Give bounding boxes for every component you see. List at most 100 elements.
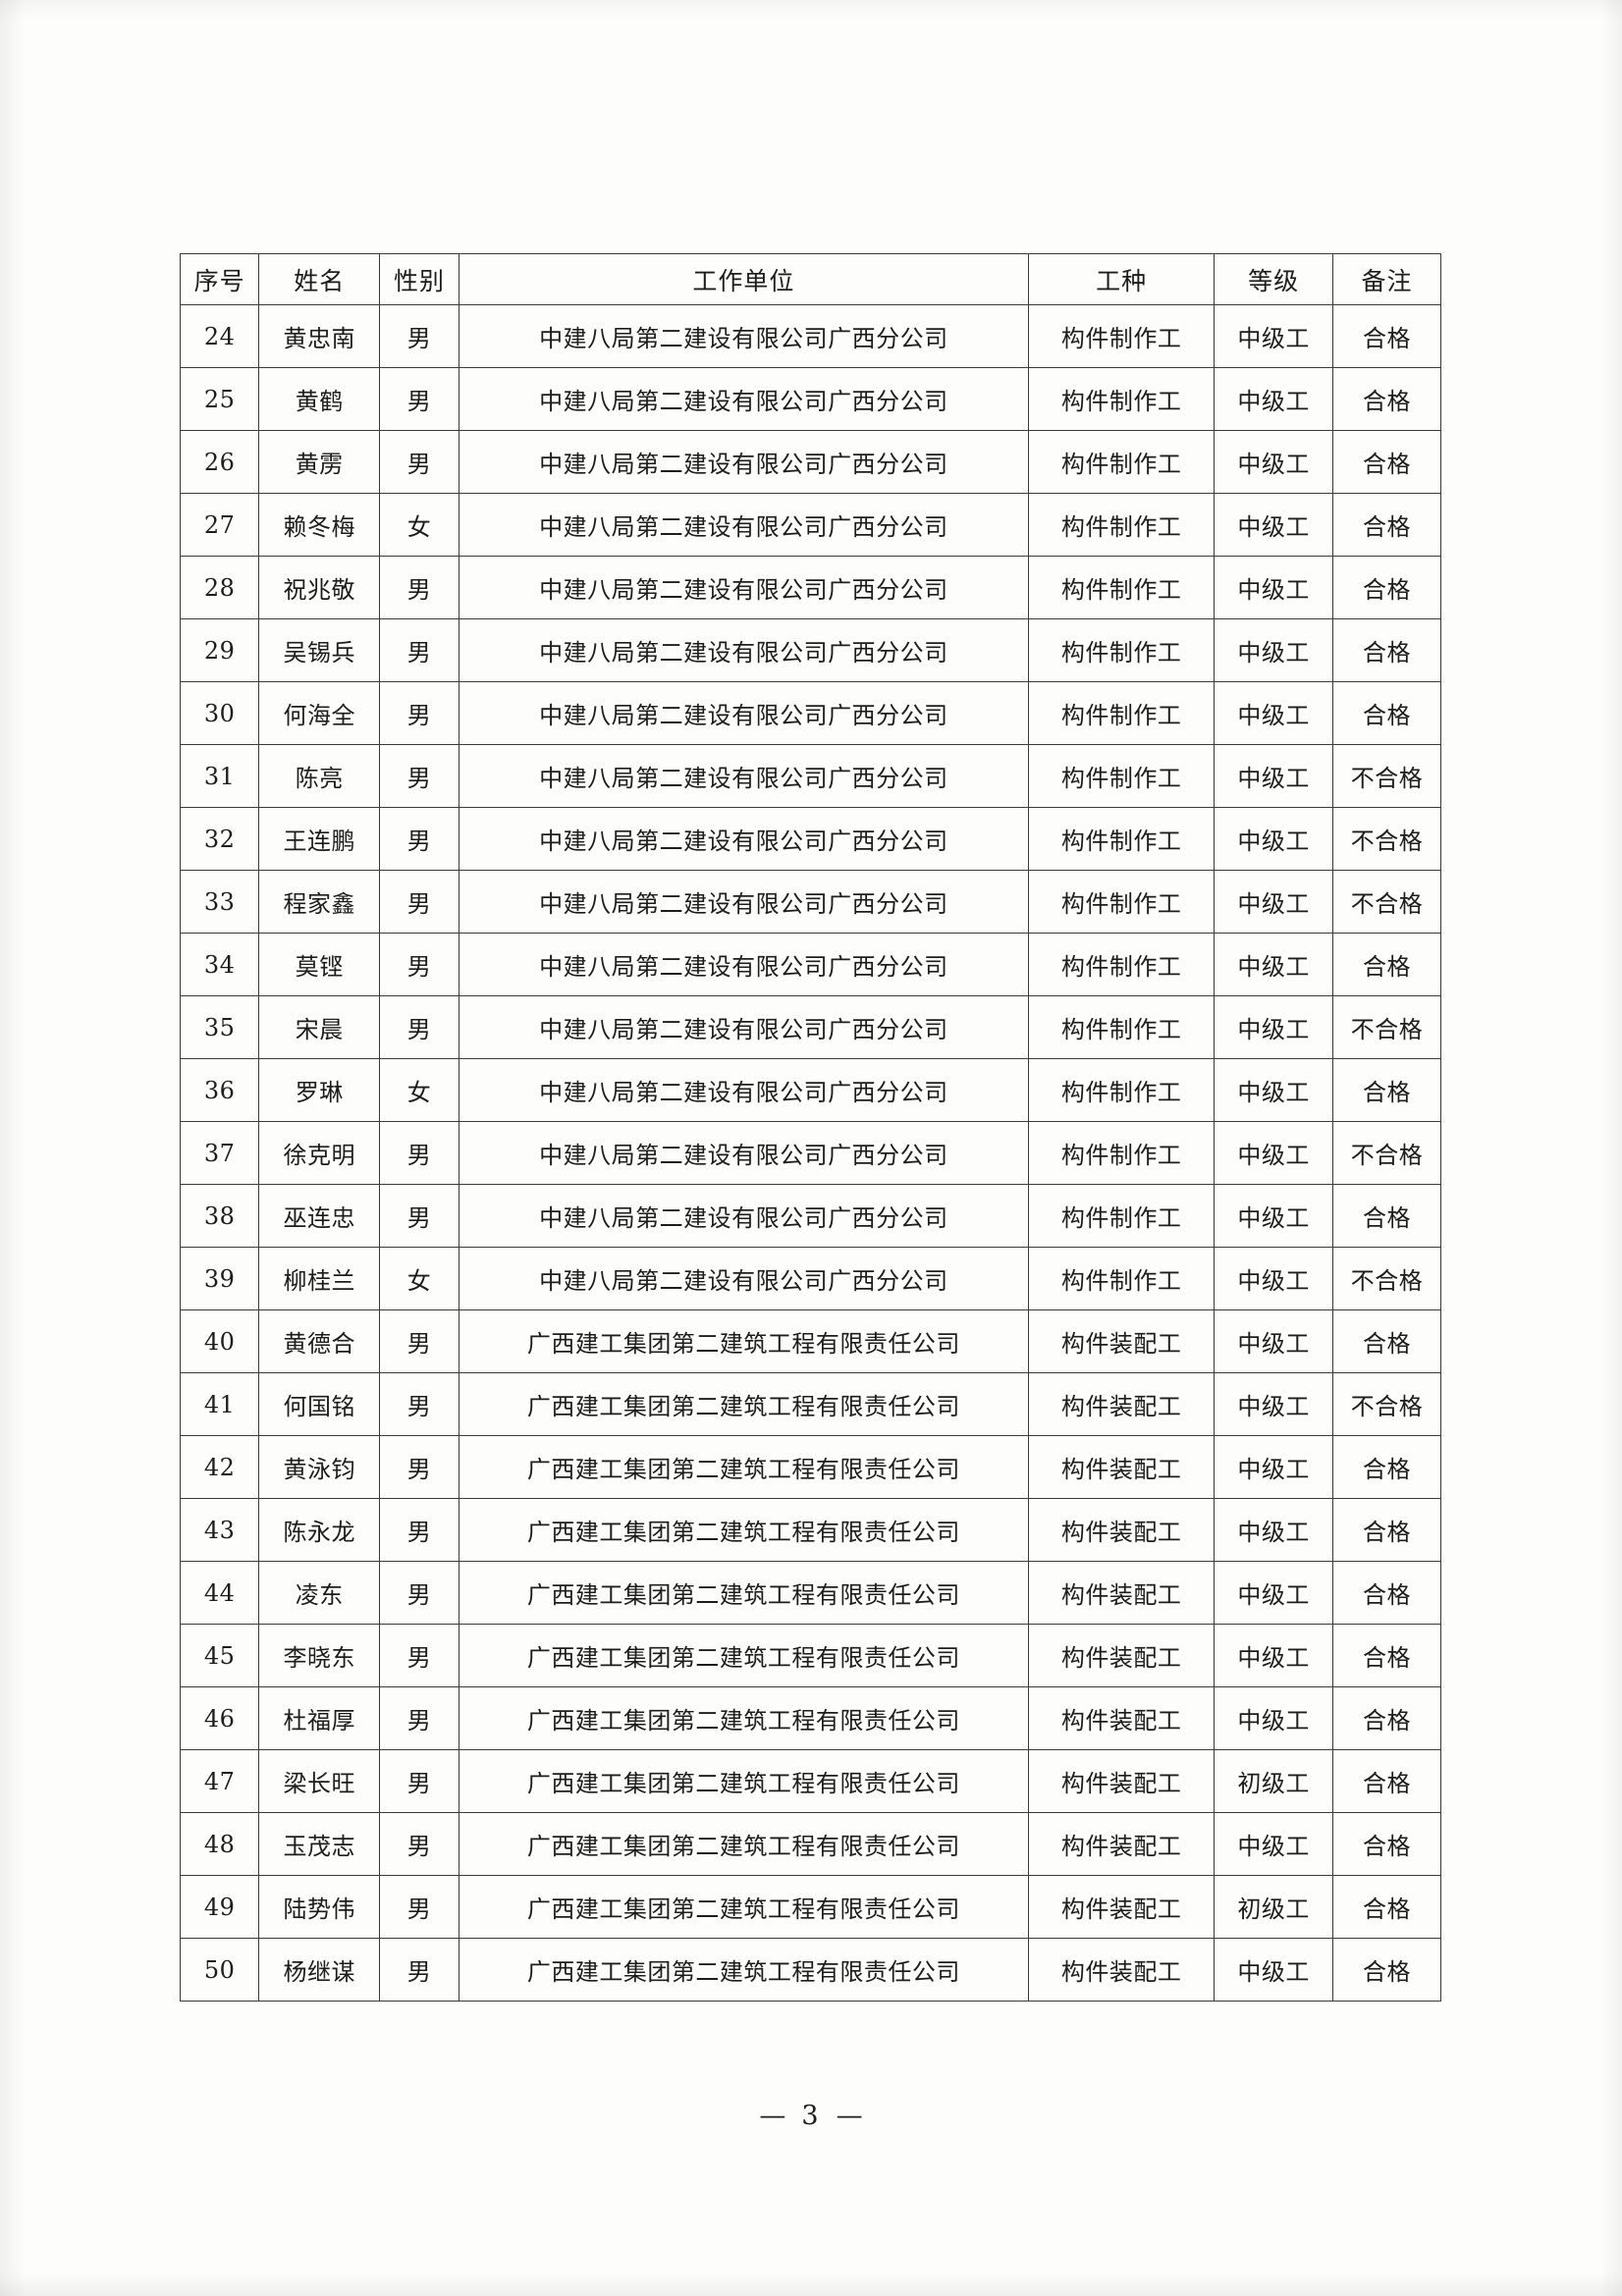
table-row: 38 巫连忠男中建八局第二建设有限公司广西分公司 构件制作工 中级工 合格 [179, 1184, 1441, 1248]
cell-seq: 47 [179, 1749, 260, 1813]
cell-unit: 广西建工集团第二建筑工程有限责任公司 [458, 1749, 1030, 1813]
cell-unit: 广西建工集团第二建筑工程有限责任公司 [458, 1875, 1030, 1939]
cell-unit: 广西建工集团第二建筑工程有限责任公司 [458, 1372, 1030, 1436]
cell-note: 不合格 [1332, 1372, 1441, 1436]
cell-level: 中级工 [1214, 995, 1334, 1059]
cell-sex: 男 [379, 367, 460, 431]
cell-name: 赖冬梅 [258, 493, 381, 557]
cell-note: 不合格 [1332, 870, 1441, 934]
cell-level: 中级工 [1214, 1686, 1334, 1750]
cell-name: 何国铭 [258, 1372, 381, 1436]
cell-type: 构件装配工 [1028, 1938, 1216, 2002]
page-number: 3 [801, 2101, 821, 2131]
cell-note: 合格 [1332, 430, 1441, 494]
table-row: 35 宋晨男中建八局第二建设有限公司广西分公司 构件制作工 中级工 不合格 [179, 995, 1441, 1059]
certification-roster-table: 序号 姓名 性别 工作单位 工种 等级 备注 24 黄忠南男中建八局第二建设有限公司广西分公司… [179, 253, 1441, 2002]
table-row: 48 玉茂志男广西建工集团第二建筑工程有限责任公司 构件装配工 中级工 合格 [179, 1812, 1441, 1876]
cell-type: 构件装配工 [1028, 1875, 1216, 1939]
cell-seq: 28 [179, 556, 260, 619]
cell-unit: 中建八局第二建设有限公司广西分公司 [458, 995, 1030, 1059]
cell-seq: 36 [179, 1058, 260, 1122]
cell-sex: 女 [379, 493, 460, 557]
cell-unit: 中建八局第二建设有限公司广西分公司 [458, 493, 1030, 557]
table-row: 37 徐克明男中建八局第二建设有限公司广西分公司 构件制作工 中级工 不合格 [179, 1121, 1441, 1185]
table-row: 44 凌东男广西建工集团第二建筑工程有限责任公司 构件装配工 中级工 合格 [179, 1561, 1441, 1625]
cell-note: 不合格 [1332, 995, 1441, 1059]
cell-level: 中级工 [1214, 1561, 1334, 1625]
table-row: 46 杜福厚男广西建工集团第二建筑工程有限责任公司 构件装配工 中级工 合格 [179, 1686, 1441, 1750]
cell-type: 构件制作工 [1028, 1058, 1216, 1122]
cell-sex: 男 [379, 1309, 460, 1373]
cell-name: 杨继谋 [258, 1938, 381, 2002]
cell-seq: 48 [179, 1812, 260, 1876]
cell-level: 中级工 [1214, 1435, 1334, 1499]
cell-note: 合格 [1332, 304, 1441, 368]
cell-note: 合格 [1332, 1875, 1441, 1939]
cell-level: 中级工 [1214, 1624, 1334, 1687]
cell-sex: 男 [379, 1749, 460, 1813]
table-row: 42 黄泳钧男广西建工集团第二建筑工程有限责任公司 构件装配工 中级工 合格 [179, 1435, 1441, 1499]
cell-type: 构件制作工 [1028, 1184, 1216, 1248]
table-row: 31 陈亮男中建八局第二建设有限公司广西分公司 构件制作工 中级工 不合格 [179, 744, 1441, 808]
cell-level: 中级工 [1214, 556, 1334, 619]
cell-sex: 男 [379, 1624, 460, 1687]
cell-name: 柳桂兰 [258, 1247, 381, 1310]
cell-note: 合格 [1332, 1184, 1441, 1248]
cell-sex: 男 [379, 1121, 460, 1185]
cell-type: 构件装配工 [1028, 1498, 1216, 1562]
cell-unit: 广西建工集团第二建筑工程有限责任公司 [458, 1309, 1030, 1373]
cell-name: 玉茂志 [258, 1812, 381, 1876]
cell-sex: 女 [379, 1247, 460, 1310]
cell-level: 中级工 [1214, 1812, 1334, 1876]
cell-level: 中级工 [1214, 807, 1334, 871]
column-header-level: 等级 [1214, 253, 1334, 305]
cell-unit: 中建八局第二建设有限公司广西分公司 [458, 933, 1030, 996]
column-header-name: 姓名 [258, 253, 381, 305]
cell-note: 合格 [1332, 493, 1441, 557]
column-header-type: 工种 [1028, 253, 1216, 305]
cell-seq: 41 [179, 1372, 260, 1436]
cell-sex: 男 [379, 1686, 460, 1750]
cell-unit: 中建八局第二建设有限公司广西分公司 [458, 304, 1030, 368]
cell-seq: 30 [179, 681, 260, 745]
cell-sex: 男 [379, 1561, 460, 1625]
cell-note: 合格 [1332, 1749, 1441, 1813]
cell-type: 构件制作工 [1028, 807, 1216, 871]
cell-sex: 男 [379, 1498, 460, 1562]
cell-type: 构件装配工 [1028, 1309, 1216, 1373]
cell-type: 构件制作工 [1028, 995, 1216, 1059]
cell-type: 构件制作工 [1028, 1247, 1216, 1310]
table-row: 25 黄鹤男中建八局第二建设有限公司广西分公司 构件制作工 中级工 合格 [179, 367, 1441, 431]
table-row: 30 何海全男中建八局第二建设有限公司广西分公司 构件制作工 中级工 合格 [179, 681, 1441, 745]
cell-type: 构件装配工 [1028, 1812, 1216, 1876]
cell-sex: 男 [379, 304, 460, 368]
table-row: 49 陆势伟男广西建工集团第二建筑工程有限责任公司 构件装配工 初级工 合格 [179, 1875, 1441, 1939]
column-header-note: 备注 [1332, 253, 1441, 305]
cell-level: 中级工 [1214, 618, 1334, 682]
cell-level: 中级工 [1214, 1184, 1334, 1248]
cell-type: 构件装配工 [1028, 1372, 1216, 1436]
cell-seq: 26 [179, 430, 260, 494]
cell-unit: 广西建工集团第二建筑工程有限责任公司 [458, 1435, 1030, 1499]
cell-note: 合格 [1332, 681, 1441, 745]
cell-sex: 男 [379, 1875, 460, 1939]
cell-name: 祝兆敬 [258, 556, 381, 619]
cell-name: 陈永龙 [258, 1498, 381, 1562]
cell-note: 不合格 [1332, 1121, 1441, 1185]
page-footer: — 3 — [0, 2101, 1622, 2131]
cell-seq: 35 [179, 995, 260, 1059]
cell-note: 合格 [1332, 556, 1441, 619]
cell-name: 何海全 [258, 681, 381, 745]
table-row: 27 赖冬梅女中建八局第二建设有限公司广西分公司 构件制作工 中级工 合格 [179, 493, 1441, 557]
cell-name: 黄鹤 [258, 367, 381, 431]
cell-level: 中级工 [1214, 304, 1334, 368]
cell-note: 不合格 [1332, 1247, 1441, 1310]
table-row: 28 祝兆敬男中建八局第二建设有限公司广西分公司 构件制作工 中级工 合格 [179, 556, 1441, 619]
cell-type: 构件制作工 [1028, 430, 1216, 494]
cell-name: 罗琳 [258, 1058, 381, 1122]
column-header-unit: 工作单位 [458, 253, 1030, 305]
table-header: 序号 姓名 性别 工作单位 工种 等级 备注 [179, 253, 1441, 305]
cell-seq: 50 [179, 1938, 260, 2002]
cell-seq: 45 [179, 1624, 260, 1687]
